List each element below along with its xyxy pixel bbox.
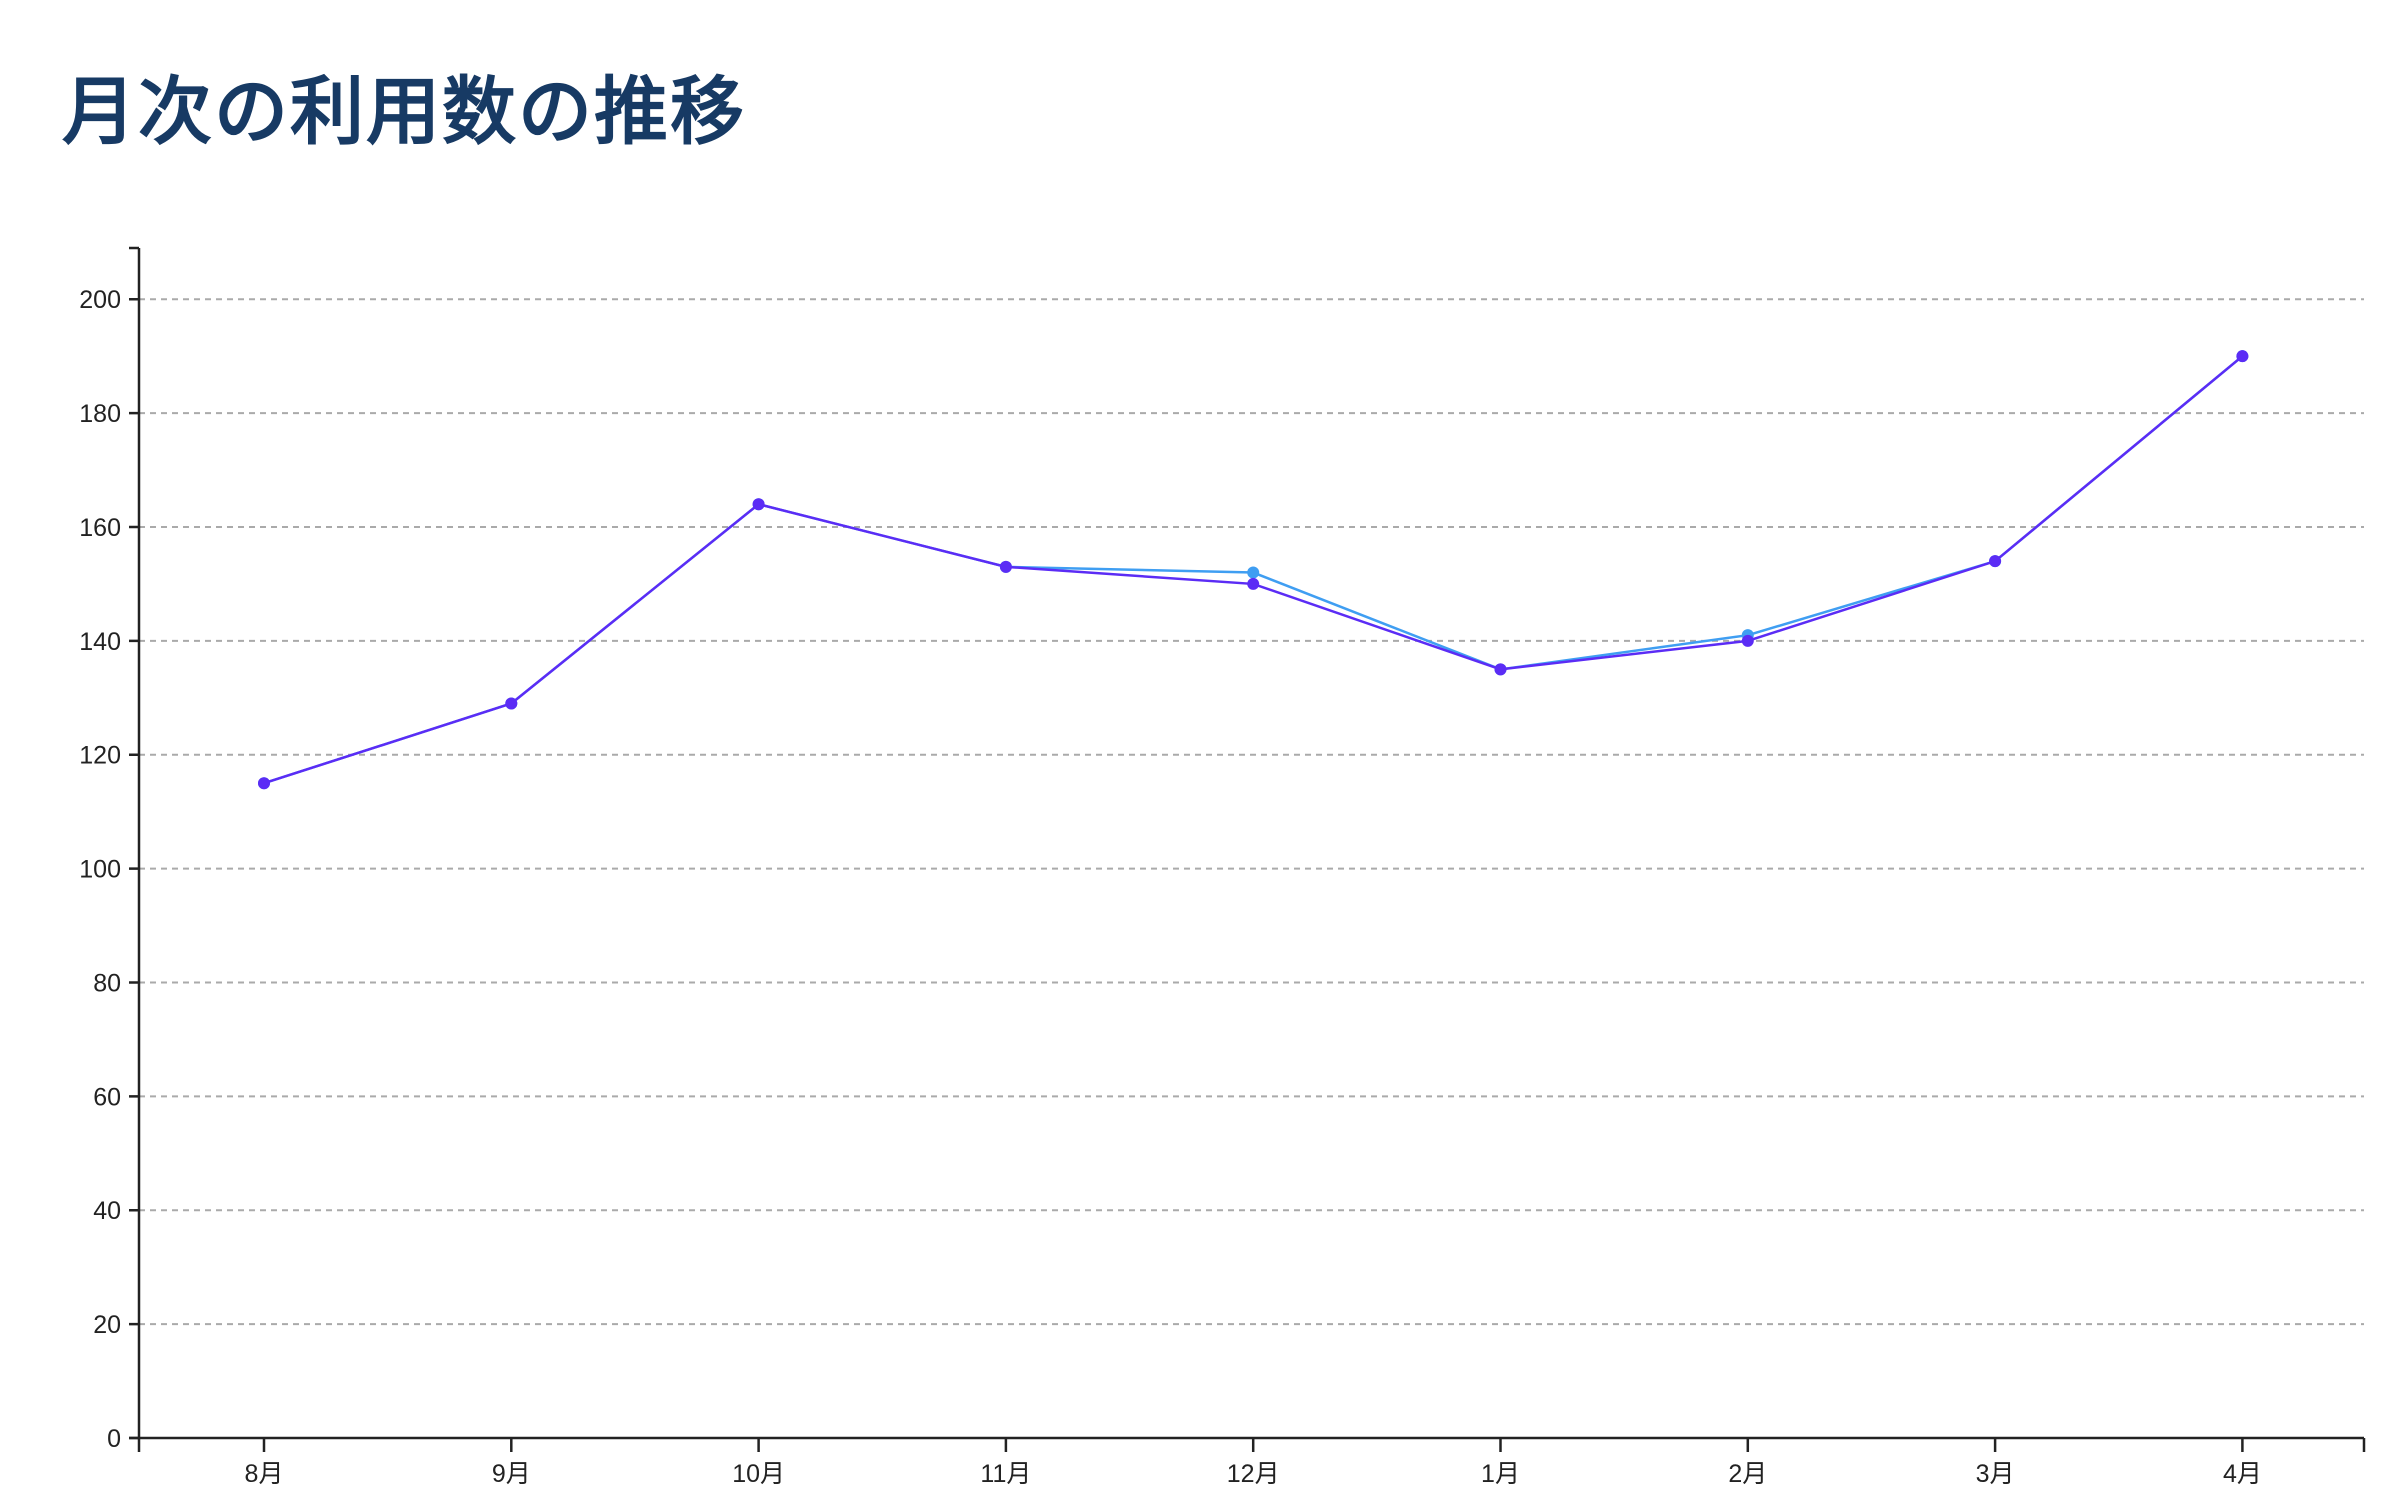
series-purple-point (752, 498, 765, 511)
x-tick-label: 10月 (732, 1460, 785, 1488)
series-purple-point (1494, 663, 1507, 676)
x-tick-label: 12月 (1227, 1460, 1280, 1488)
x-tick-label: 1月 (1481, 1460, 1520, 1488)
y-tick-label: 160 (79, 514, 121, 542)
series-purple-point (999, 560, 1012, 573)
series-lines (258, 350, 2249, 790)
x-tick-label: 11月 (980, 1460, 1031, 1488)
series-purple-point (505, 697, 518, 710)
series-purple-point (2236, 350, 2249, 363)
series-purple-point (1989, 555, 2002, 568)
series-purple-point (1247, 577, 1260, 590)
gridlines (139, 298, 2364, 1326)
y-tick-label: 40 (93, 1197, 121, 1225)
x-tick-label: 4月 (2223, 1460, 2262, 1488)
x-tick-label: 8月 (245, 1460, 284, 1488)
y-tick-label: 60 (93, 1083, 121, 1111)
y-tick-label: 140 (79, 628, 121, 656)
y-tick-label: 100 (79, 856, 121, 884)
y-tick-label: 80 (93, 969, 121, 997)
y-tick-label: 0 (107, 1425, 121, 1453)
x-tick-label: 3月 (1976, 1460, 2015, 1488)
x-tick-label: 9月 (492, 1460, 531, 1488)
y-tick-label: 120 (79, 742, 121, 770)
series-purple-point (1741, 634, 1754, 647)
axes: 0 20 40 60 80 100 120 140 160 180 200 8月 9月 10月 11月 12月… (79, 246, 2366, 1488)
series-purple-point (258, 777, 270, 790)
y-tick-label: 180 (79, 400, 121, 428)
y-tick-label: 20 (93, 1311, 121, 1339)
series-blue-point (1247, 566, 1260, 579)
y-tick-label: 200 (79, 286, 121, 314)
chart-title: 月次の利用数の推移 (62, 69, 746, 155)
x-tick-label: 2月 (1728, 1460, 1767, 1488)
